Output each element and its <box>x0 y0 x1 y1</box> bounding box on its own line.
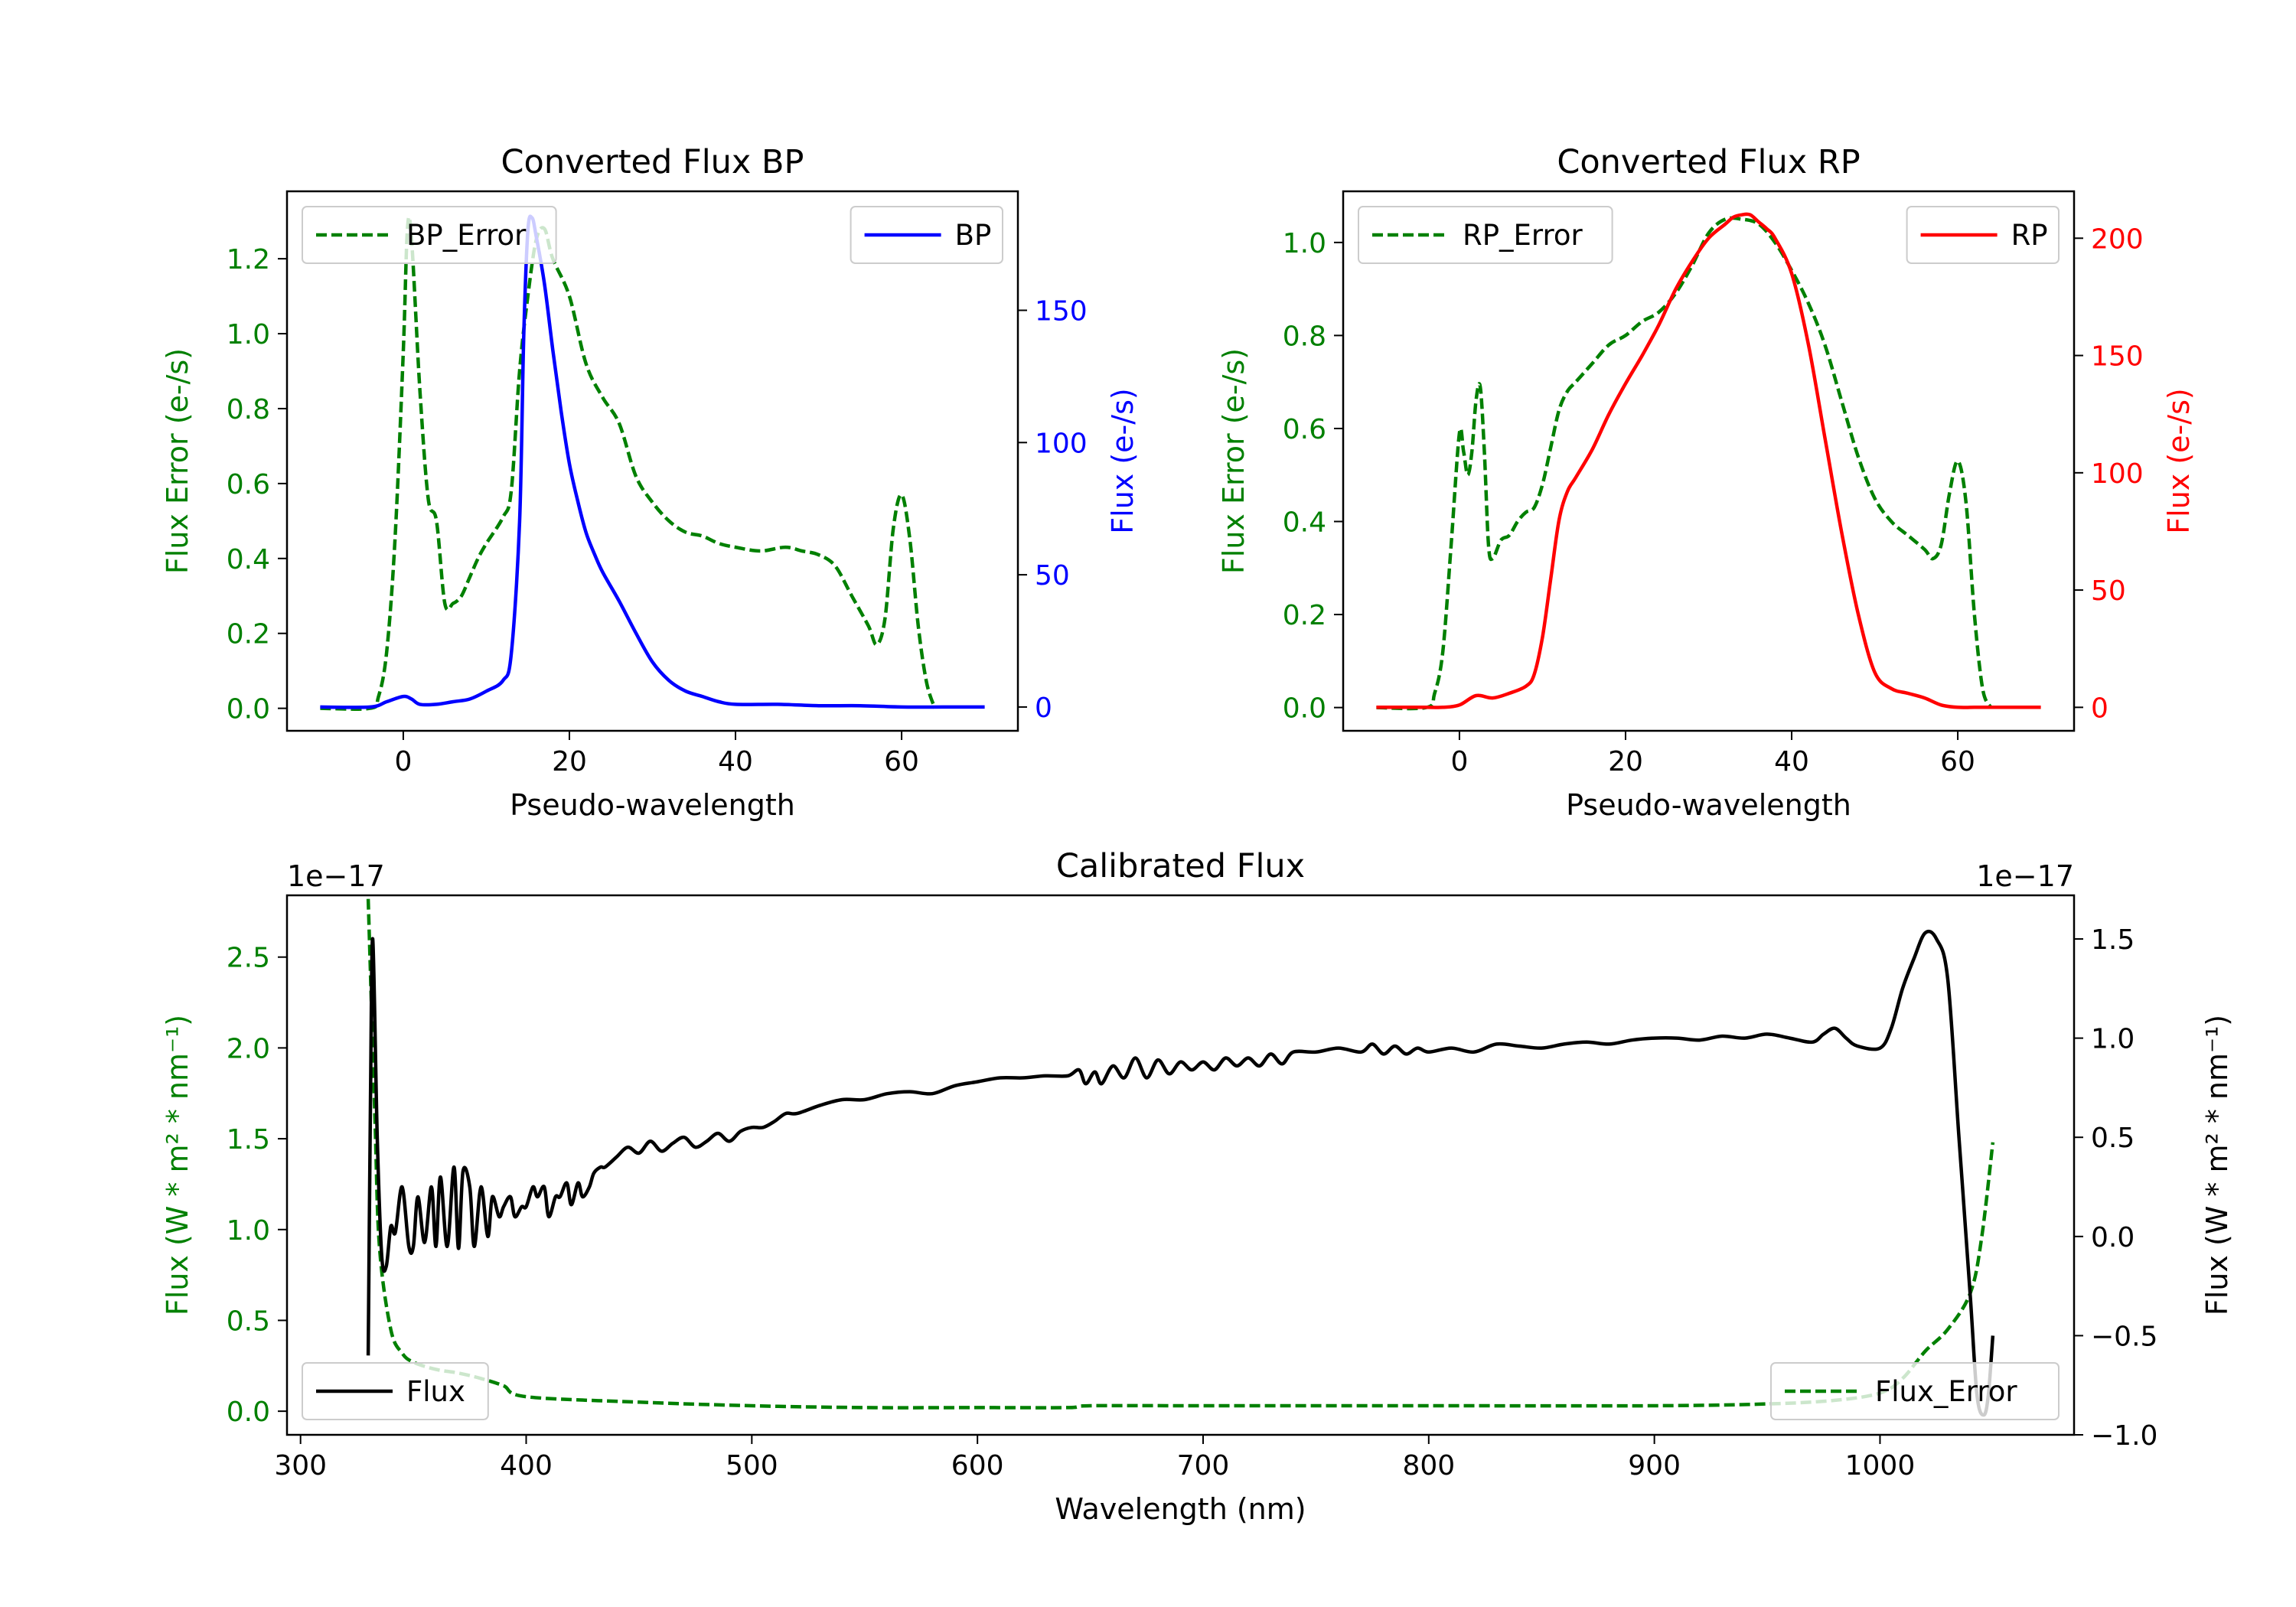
y-left-tick-label: 0.4 <box>227 544 270 575</box>
y-left-tick-label: 0.2 <box>227 619 270 650</box>
legend-bp: BP <box>850 206 1003 264</box>
y-left-tick-label: 0.8 <box>1283 321 1326 352</box>
y-left-tick-label: 0.6 <box>1283 414 1326 445</box>
y-left-tick-label: 0.6 <box>227 469 270 500</box>
x-tick-label: 40 <box>718 746 753 777</box>
x-tick-label: 700 <box>1177 1450 1230 1482</box>
chart-converted-flux-bp: 0 20 40 60 0.0 0.2 0.4 0.6 0.8 1.0 1.2 0 50 100 150 Con… <box>161 143 1140 822</box>
y-right-tick-label: 50 <box>1035 560 1070 592</box>
legend-rp: RP <box>1906 206 2060 264</box>
y-right-axis-label: Flux (e-/s) <box>2162 388 2196 533</box>
y-left-tick-label: 0.2 <box>1283 600 1326 631</box>
y-left-offset-label: 1e−17 <box>287 859 385 893</box>
y-left-tick-label: 0.0 <box>227 1397 270 1428</box>
y-left-tick-label: 0.0 <box>1283 693 1326 725</box>
y-right-offset-label: 1e−17 <box>1976 859 2074 893</box>
legend-flux: Flux <box>302 1362 489 1420</box>
y-right-axis-label: Flux (W * m² * nm⁻¹) <box>2200 1015 2234 1315</box>
y-right-tick-label: 50 <box>2091 575 2126 607</box>
y-right-tick-label: 150 <box>1035 296 1088 328</box>
legend-label: Flux_Error <box>1875 1375 2017 1408</box>
legend-box <box>1770 1362 2060 1420</box>
x-axis-label: Wavelength (nm) <box>1055 1492 1306 1526</box>
plot-frame <box>1342 190 2076 732</box>
series-line-bp <box>320 214 985 709</box>
y-right-tick-label: 0 <box>2091 693 2108 724</box>
y-right-tick-label: 1.5 <box>2091 924 2135 956</box>
y-left-tick-label: 1.5 <box>227 1124 270 1156</box>
y-left-tick-label: 1.0 <box>1283 228 1326 259</box>
y-right-tick-label: 200 <box>2091 223 2144 255</box>
y-left-tick-label: 0.5 <box>227 1305 270 1337</box>
legend-rp-error: RP_Error <box>1358 206 1613 264</box>
x-axis-label: Pseudo-wavelength <box>510 788 795 822</box>
y-left-axis-label: Flux Error (e-/s) <box>1217 348 1251 574</box>
x-tick-label: 500 <box>726 1450 778 1482</box>
legend-label: Flux <box>406 1375 465 1408</box>
legend-box <box>302 1362 489 1420</box>
y-right-tick-label: 100 <box>2091 458 2144 490</box>
y-left-tick-label: 2.0 <box>227 1033 270 1064</box>
x-tick-label: 20 <box>552 746 587 777</box>
y-right-tick-label: −1.0 <box>2091 1420 2157 1452</box>
y-left-axis-label: Flux (W * m² * nm⁻¹) <box>161 1015 194 1315</box>
y-right-axis-label: Flux (e-/s) <box>1106 388 1140 533</box>
legend-label: BP <box>955 219 992 252</box>
legend-label: RP_Error <box>1463 219 1583 252</box>
chart-title: Converted Flux BP <box>501 143 804 181</box>
y-right-tick-label: −0.5 <box>2091 1321 2157 1352</box>
legend-flux-error: Flux_Error <box>1770 1362 2060 1420</box>
x-tick-label: 0 <box>1450 746 1468 777</box>
y-left-tick-label: 0.4 <box>1283 507 1326 539</box>
plot-frame <box>285 894 2076 1436</box>
x-tick-label: 20 <box>1608 746 1643 777</box>
y-left-tick-label: 0.8 <box>227 394 270 425</box>
x-tick-label: 0 <box>394 746 412 777</box>
series-line-flux <box>366 929 1995 1417</box>
series-line-rp <box>1376 212 2041 709</box>
chart-calibrated-flux: 300 400 500 600 700 800 900 1000 0.0 0.5 1.0 1.5 2.0… <box>161 847 2234 1526</box>
series-line-rp-error <box>1376 216 1993 711</box>
y-left-tick-label: 1.0 <box>227 1215 270 1247</box>
y-right-tick-label: 150 <box>2091 341 2144 373</box>
y-right-tick-label: 100 <box>1035 428 1088 459</box>
y-right-tick-label: 1.0 <box>2091 1024 2135 1055</box>
plot-frame <box>285 190 1019 732</box>
x-tick-label: 60 <box>1940 746 1975 777</box>
y-left-tick-label: 2.5 <box>227 943 270 974</box>
y-right-tick-label: 0.5 <box>2091 1123 2135 1154</box>
chart-converted-flux-rp: 0 20 40 60 0.0 0.2 0.4 0.6 0.8 1.0 0 50 100 150 200 Con… <box>1217 143 2196 822</box>
legend-label: BP_Error <box>406 219 527 252</box>
x-tick-label: 40 <box>1774 746 1809 777</box>
x-tick-label: 1000 <box>1845 1450 1916 1482</box>
x-tick-label: 800 <box>1402 1450 1455 1482</box>
x-tick-label: 900 <box>1628 1450 1681 1482</box>
x-tick-label: 400 <box>500 1450 553 1482</box>
x-tick-label: 60 <box>884 746 919 777</box>
y-left-tick-label: 1.2 <box>227 244 270 275</box>
x-tick-label: 600 <box>951 1450 1004 1482</box>
legend-box <box>302 206 557 264</box>
chart-title: Calibrated Flux <box>1056 847 1305 885</box>
x-tick-label: 300 <box>274 1450 327 1482</box>
legend-label: RP <box>2011 219 2048 252</box>
y-right-tick-label: 0.0 <box>2091 1222 2135 1253</box>
y-left-tick-label: 0.0 <box>227 694 270 725</box>
y-right-tick-label: 0 <box>1035 693 1052 724</box>
legend-bp-error: BP_Error <box>302 206 557 264</box>
y-left-tick-label: 1.0 <box>227 319 270 350</box>
legend-box <box>1358 206 1613 264</box>
y-left-axis-label: Flux Error (e-/s) <box>161 348 194 574</box>
x-axis-label: Pseudo-wavelength <box>1566 788 1851 822</box>
chart-title: Converted Flux RP <box>1557 143 1860 181</box>
